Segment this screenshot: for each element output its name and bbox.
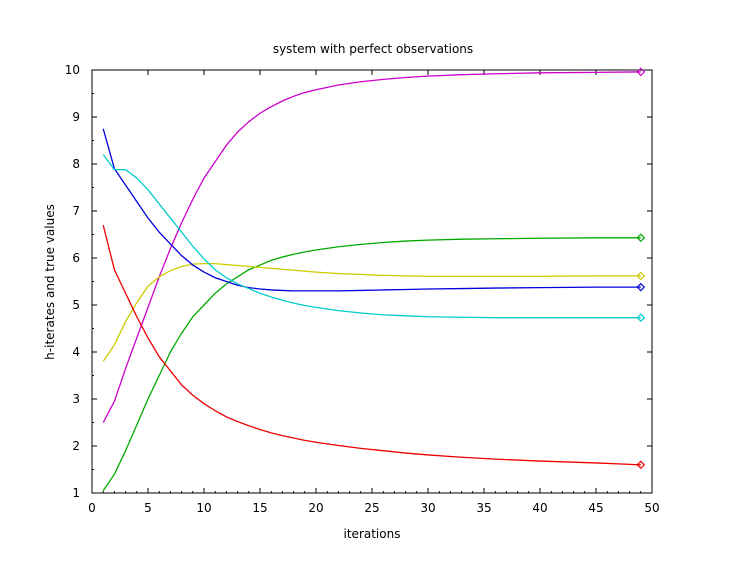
x-tick-label: 5 <box>144 501 152 515</box>
series-line-1 <box>102 237 641 492</box>
y-tick-label: 1 <box>72 486 80 500</box>
x-tick-label: 15 <box>252 501 267 515</box>
x-tick-label: 40 <box>532 501 547 515</box>
y-tick-label: 3 <box>72 392 80 406</box>
x-tick-label: 10 <box>196 501 211 515</box>
x-tick-label: 45 <box>588 501 603 515</box>
x-tick-label: 25 <box>364 501 379 515</box>
x-axis: 0 5 10 15 20 25 30 35 40 45 50 <box>88 70 660 515</box>
series-line-4 <box>102 154 641 319</box>
y-axis-label: h-iterates and true values <box>43 204 57 360</box>
x-tick-label: 0 <box>88 501 96 515</box>
true-value-marker-4 <box>636 313 646 323</box>
series-line-5 <box>102 224 641 466</box>
x-tick-label: 50 <box>644 501 659 515</box>
true-value-marker-1 <box>636 233 646 243</box>
x-tick-label: 20 <box>308 501 323 515</box>
true-value-marker-2 <box>636 271 646 281</box>
x-tick-label: 35 <box>476 501 491 515</box>
series-line-3 <box>102 128 641 292</box>
y-tick-label: 8 <box>72 157 80 171</box>
y-axis: 1 2 3 4 5 6 7 8 9 10 <box>65 63 652 500</box>
y-tick-label: 7 <box>72 204 80 218</box>
true-value-marker-3 <box>636 282 646 292</box>
chart-title: system with perfect observations <box>273 42 473 56</box>
plot-area <box>91 69 653 494</box>
y-tick-label: 2 <box>72 439 80 453</box>
series-layer <box>102 67 646 492</box>
x-tick-label: 30 <box>420 501 435 515</box>
y-tick-label: 10 <box>65 63 80 77</box>
y-tick-label: 6 <box>72 251 80 265</box>
series-line-0 <box>102 71 641 423</box>
true-value-marker-0 <box>636 67 646 77</box>
y-tick-label: 9 <box>72 110 80 124</box>
y-tick-label: 4 <box>72 345 80 359</box>
series-line-2 <box>102 262 641 362</box>
true-value-marker-5 <box>636 460 646 470</box>
x-axis-label: iterations <box>344 527 401 541</box>
y-tick-label: 5 <box>72 298 80 312</box>
